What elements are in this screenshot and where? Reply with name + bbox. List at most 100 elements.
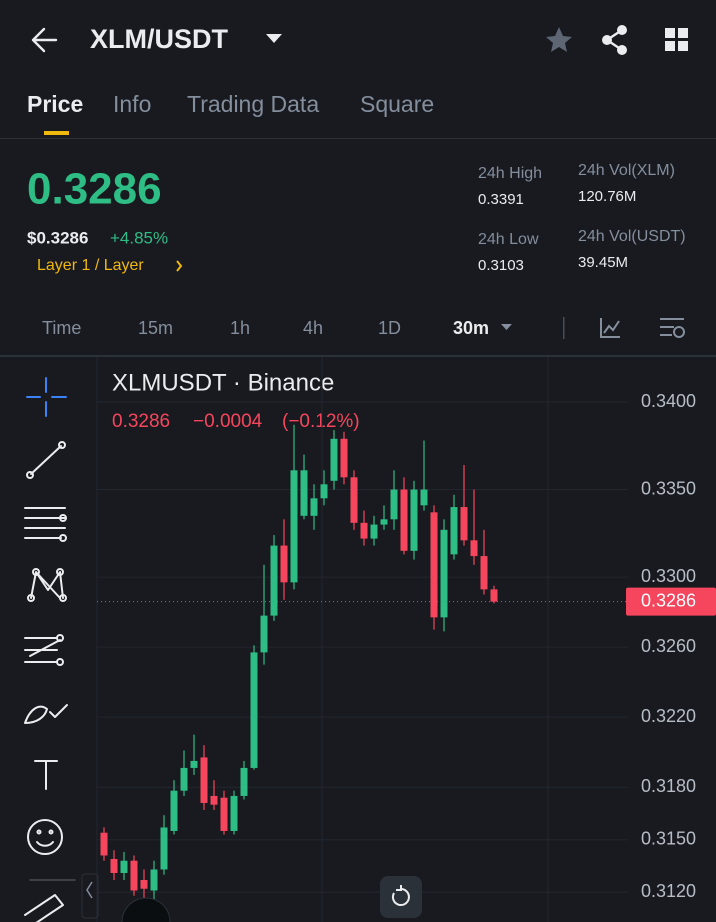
interval[interactable]: 15m <box>138 318 173 338</box>
candle-body <box>260 615 268 653</box>
tradingview-logo <box>121 897 171 922</box>
brush-tool[interactable] <box>24 704 68 724</box>
candle-body <box>490 589 498 602</box>
candle-body <box>450 507 458 555</box>
y-tick-label: 0.3350 <box>641 478 696 498</box>
price-change: +4.85% <box>110 228 168 247</box>
y-tick-label: 0.3400 <box>641 391 696 411</box>
line-tool[interactable] <box>26 441 66 479</box>
candle-body <box>310 498 318 516</box>
candle-body <box>380 519 388 525</box>
settings-icon[interactable] <box>660 318 685 338</box>
usd-price: $0.3286 <box>27 228 88 247</box>
interval-caret[interactable] <box>501 324 512 330</box>
candle-body <box>390 489 398 520</box>
candle-body <box>480 556 488 590</box>
legend-value: −0.0004 <box>193 411 263 432</box>
candle-body <box>180 767 188 791</box>
tab[interactable]: Square <box>360 91 434 117</box>
separator <box>563 317 565 339</box>
pair-title[interactable]: XLM/USDT <box>90 24 229 54</box>
stat-label: 24h High <box>478 165 542 182</box>
candle-body <box>460 507 468 541</box>
candle-body <box>130 860 138 891</box>
y-tick-label: 0.3220 <box>641 706 696 726</box>
interval[interactable]: 30m <box>453 318 489 338</box>
y-tick-label: 0.3260 <box>641 636 696 656</box>
candle-body <box>250 652 258 768</box>
sector-tag[interactable]: Layer 1 / Layer <box>37 257 144 274</box>
candle-body <box>470 540 478 557</box>
candle-body <box>410 489 418 551</box>
back-button[interactable] <box>31 27 58 53</box>
candle-body <box>170 790 178 831</box>
stat-value: 0.3103 <box>478 257 524 274</box>
candle-body <box>160 827 168 870</box>
text-tool[interactable] <box>34 760 58 790</box>
reset-button[interactable] <box>380 876 422 918</box>
tab-indicator <box>44 131 69 135</box>
candle-body <box>350 477 358 523</box>
favorite-icon[interactable] <box>546 27 572 52</box>
stat-value: 120.76M <box>578 188 636 205</box>
tab[interactable]: Info <box>113 91 151 117</box>
ruler-tool[interactable] <box>24 894 64 922</box>
candle-body <box>440 529 448 618</box>
stat-value: 0.3391 <box>478 191 524 208</box>
legend-value: (−0.12%) <box>282 411 360 432</box>
stat-label: 24h Vol(XLM) <box>578 162 675 179</box>
interval[interactable]: 1h <box>230 318 250 338</box>
candle-body <box>210 795 218 805</box>
prediction-tool[interactable] <box>24 634 64 666</box>
tab[interactable]: Trading Data <box>187 91 319 117</box>
chart-title: XLMUSDT · Binance <box>112 369 334 396</box>
y-tick-label: 0.3150 <box>641 828 696 848</box>
collapse-tab[interactable] <box>86 881 93 899</box>
last-price: 0.3286 <box>27 165 162 214</box>
fib-tool[interactable] <box>24 507 67 542</box>
stat-label: 24h Low <box>478 231 539 248</box>
candle-body <box>340 438 348 478</box>
interval[interactable]: Time <box>42 318 81 338</box>
candle-body <box>280 545 288 583</box>
interval[interactable]: 4h <box>303 318 323 338</box>
candle-body <box>370 524 378 539</box>
candle-body <box>110 858 118 873</box>
pattern-tool[interactable] <box>27 568 67 602</box>
grid-icon[interactable] <box>665 28 688 51</box>
last-price-box <box>626 587 716 616</box>
tag-arrow[interactable] <box>176 260 183 272</box>
y-tick-label: 0.3120 <box>641 881 696 901</box>
candle-body <box>330 438 338 481</box>
last-price-label: 0.3286 <box>641 590 696 610</box>
crosshair-tool[interactable] <box>26 377 67 417</box>
candle-body <box>150 869 158 891</box>
divider <box>0 355 716 357</box>
candle-body <box>300 470 308 516</box>
y-tick-label: 0.3180 <box>641 776 696 796</box>
candle-body <box>360 522 368 539</box>
candle-body <box>290 470 298 583</box>
interval[interactable]: 1D <box>378 318 401 338</box>
candle-body <box>220 797 228 831</box>
divider <box>0 138 716 139</box>
pair-caret[interactable] <box>266 34 282 43</box>
collapse-tab-frame[interactable] <box>81 873 99 919</box>
indicator-icon[interactable] <box>600 318 620 338</box>
candle-body <box>270 545 278 616</box>
stat-label: 24h Vol(USDT) <box>578 228 686 245</box>
emoji-tool[interactable] <box>27 819 63 855</box>
candle-body <box>230 795 238 831</box>
stat-value: 39.45M <box>578 254 628 271</box>
legend-value: 0.3286 <box>112 411 170 432</box>
candle-body <box>430 512 438 618</box>
candle-body <box>100 832 108 856</box>
candle-body <box>120 860 128 873</box>
tab[interactable]: Price <box>27 91 83 117</box>
share-icon[interactable] <box>602 25 627 55</box>
candle-body <box>420 489 428 506</box>
drawing-toolbar <box>24 377 76 922</box>
